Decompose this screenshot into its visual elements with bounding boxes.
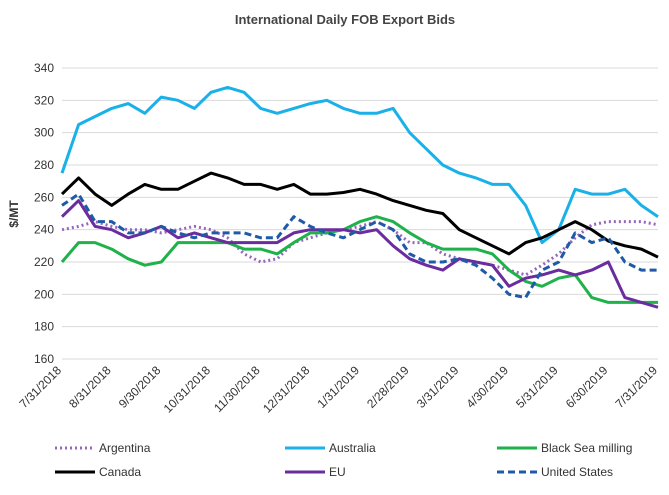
series-line bbox=[60, 215, 658, 304]
x-tick-label: 1/31/2019 bbox=[314, 363, 362, 411]
y-tick-label: 280 bbox=[34, 158, 54, 172]
series-line bbox=[61, 220, 659, 277]
y-tick-label: 340 bbox=[34, 61, 54, 75]
series-line bbox=[60, 199, 659, 309]
x-tick-label: 5/31/2019 bbox=[513, 363, 561, 411]
y-axis-label: $/MT bbox=[7, 200, 21, 228]
x-tick-label: 7/31/2019 bbox=[612, 363, 660, 411]
x-tick-label: 6/30/2019 bbox=[563, 363, 611, 411]
x-tick-label: 8/31/2018 bbox=[66, 363, 114, 411]
legend-label: EU bbox=[329, 465, 346, 479]
series-line bbox=[60, 171, 659, 259]
y-tick-label: 160 bbox=[34, 352, 54, 366]
x-tick-label: 2/28/2019 bbox=[364, 363, 412, 411]
y-tick-label: 260 bbox=[34, 190, 54, 204]
y-tick-label: 180 bbox=[34, 320, 54, 334]
y-tick-label: 320 bbox=[34, 93, 54, 107]
x-tick-label: 12/31/2018 bbox=[260, 363, 313, 416]
legend-label: Argentina bbox=[99, 441, 151, 455]
x-tick-label: 10/31/2018 bbox=[161, 363, 214, 416]
y-tick-label: 300 bbox=[34, 126, 54, 140]
legend-label: United States bbox=[541, 465, 613, 479]
x-tick-label: 7/31/2018 bbox=[16, 363, 64, 411]
x-tick-label: 3/31/2019 bbox=[414, 363, 462, 411]
y-tick-label: 220 bbox=[34, 255, 54, 269]
legend-label: Black Sea milling bbox=[541, 441, 632, 455]
series-line bbox=[61, 192, 658, 300]
y-tick-label: 200 bbox=[34, 287, 54, 301]
y-tick-label: 240 bbox=[34, 223, 54, 237]
x-tick-label: 4/30/2019 bbox=[463, 363, 511, 411]
x-tick-label: 11/30/2018 bbox=[211, 363, 263, 415]
legend-label: Canada bbox=[99, 465, 141, 479]
chart-title: International Daily FOB Export Bids bbox=[235, 12, 455, 27]
x-tick-label: 9/30/2018 bbox=[116, 363, 164, 411]
legend-label: Australia bbox=[329, 441, 376, 455]
